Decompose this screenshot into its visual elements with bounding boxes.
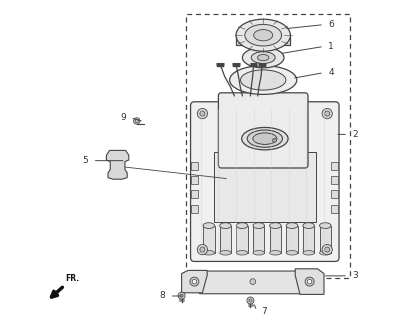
Ellipse shape: [319, 223, 331, 228]
Bar: [331, 205, 338, 213]
Bar: [220, 226, 231, 253]
Ellipse shape: [236, 251, 248, 255]
Polygon shape: [295, 269, 324, 294]
Circle shape: [322, 108, 333, 119]
Ellipse shape: [253, 251, 264, 255]
Text: 2: 2: [352, 130, 358, 139]
Polygon shape: [106, 150, 129, 179]
Text: 3: 3: [352, 271, 358, 280]
FancyBboxPatch shape: [198, 271, 301, 294]
Ellipse shape: [203, 251, 215, 255]
Bar: [191, 190, 198, 198]
Ellipse shape: [242, 47, 284, 68]
Circle shape: [133, 118, 140, 124]
Circle shape: [273, 138, 276, 142]
Ellipse shape: [270, 223, 281, 228]
Ellipse shape: [303, 223, 315, 228]
Bar: [186, 14, 350, 278]
Bar: [286, 226, 298, 253]
Bar: [191, 176, 198, 184]
Text: 1: 1: [328, 42, 334, 51]
Bar: [214, 152, 316, 222]
Circle shape: [249, 299, 252, 302]
Bar: [191, 162, 198, 170]
Circle shape: [197, 108, 208, 119]
Ellipse shape: [245, 24, 282, 46]
Circle shape: [200, 111, 205, 116]
Bar: [331, 190, 338, 198]
Ellipse shape: [253, 223, 264, 228]
Bar: [203, 226, 215, 253]
Ellipse shape: [254, 30, 273, 41]
Ellipse shape: [286, 251, 298, 255]
Circle shape: [250, 279, 256, 284]
Ellipse shape: [257, 54, 269, 61]
Bar: [236, 226, 248, 253]
FancyBboxPatch shape: [218, 93, 308, 168]
Text: 7: 7: [261, 307, 267, 316]
Circle shape: [135, 119, 138, 123]
Circle shape: [178, 292, 185, 299]
Bar: [191, 205, 198, 213]
Ellipse shape: [242, 127, 288, 150]
Ellipse shape: [319, 251, 331, 255]
Ellipse shape: [220, 223, 231, 228]
Polygon shape: [182, 270, 207, 293]
Text: FR.: FR.: [65, 274, 79, 283]
Ellipse shape: [236, 19, 290, 51]
Bar: [236, 35, 290, 45]
Circle shape: [114, 159, 122, 167]
Ellipse shape: [230, 66, 297, 94]
Ellipse shape: [286, 223, 298, 228]
Ellipse shape: [270, 251, 281, 255]
Ellipse shape: [220, 251, 231, 255]
Ellipse shape: [247, 130, 282, 147]
Circle shape: [180, 294, 183, 297]
Ellipse shape: [303, 251, 315, 255]
FancyBboxPatch shape: [191, 102, 339, 261]
Text: 4: 4: [328, 68, 334, 77]
Circle shape: [197, 244, 208, 255]
Ellipse shape: [253, 133, 277, 144]
Ellipse shape: [251, 52, 275, 63]
Circle shape: [307, 279, 312, 284]
Bar: [331, 176, 338, 184]
Bar: [253, 226, 264, 253]
Ellipse shape: [241, 70, 286, 90]
Circle shape: [190, 277, 199, 286]
Circle shape: [200, 247, 205, 252]
Ellipse shape: [203, 223, 215, 228]
Circle shape: [247, 297, 254, 304]
Circle shape: [114, 171, 121, 178]
Circle shape: [322, 244, 333, 255]
Circle shape: [305, 277, 314, 286]
Circle shape: [325, 247, 330, 252]
Text: 5: 5: [83, 156, 89, 165]
Text: 6: 6: [328, 20, 334, 29]
Bar: [270, 226, 281, 253]
Bar: [303, 226, 315, 253]
Text: 9: 9: [120, 113, 126, 122]
Circle shape: [325, 111, 330, 116]
Text: 8: 8: [160, 292, 166, 300]
Circle shape: [192, 279, 197, 284]
Bar: [319, 226, 331, 253]
Ellipse shape: [236, 223, 248, 228]
Bar: [331, 162, 338, 170]
